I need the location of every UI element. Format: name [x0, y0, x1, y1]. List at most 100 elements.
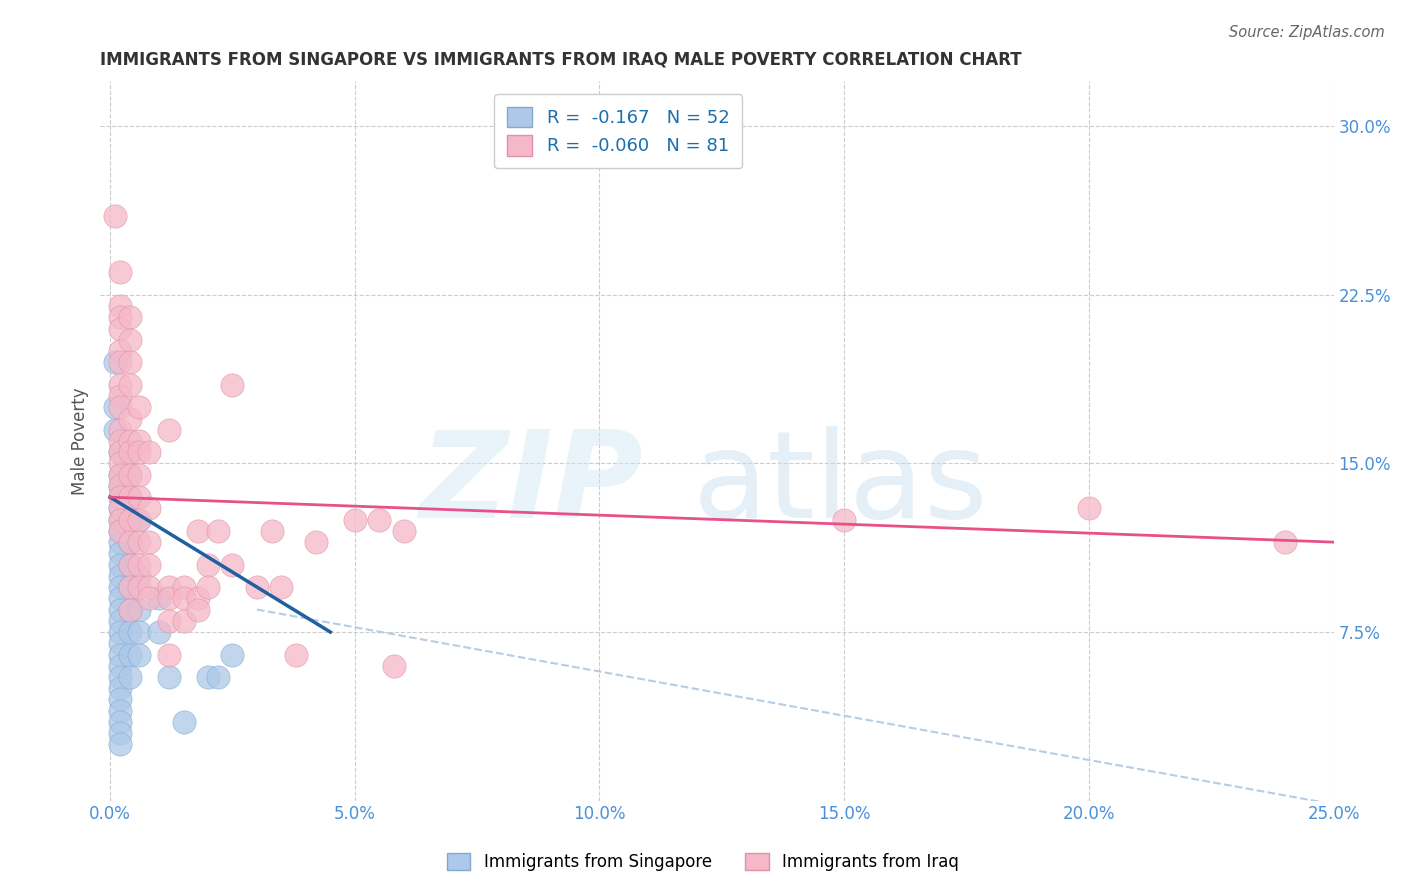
Point [157, 614, 180, 628]
Point [221, 377, 243, 392]
Point [118, 580, 141, 594]
Point [108, 445, 131, 459]
Point [118, 535, 141, 549]
Point [108, 738, 131, 752]
Point [197, 670, 219, 684]
Point [108, 524, 131, 538]
Point [128, 602, 150, 616]
Point [187, 591, 209, 606]
Text: IMMIGRANTS FROM SINGAPORE VS IMMIGRANTS FROM IRAQ MALE POVERTY CORRELATION CHART: IMMIGRANTS FROM SINGAPORE VS IMMIGRANTS … [100, 51, 1022, 69]
Point [108, 513, 131, 527]
Point [108, 490, 131, 504]
Point [118, 467, 141, 482]
Point [118, 580, 141, 594]
Point [118, 333, 141, 347]
Point [128, 401, 150, 415]
Y-axis label: Male Poverty: Male Poverty [72, 387, 89, 495]
Point [118, 558, 141, 572]
Point [138, 580, 160, 594]
Point [108, 569, 131, 583]
Point [108, 692, 131, 706]
Point [108, 524, 131, 538]
Point [187, 602, 209, 616]
Point [104, 423, 127, 437]
Point [128, 569, 150, 583]
Point [343, 513, 366, 527]
Point [128, 625, 150, 640]
Point [138, 591, 160, 606]
Point [108, 423, 131, 437]
Point [118, 602, 141, 616]
Point [108, 714, 131, 729]
Point [108, 535, 131, 549]
Point [207, 670, 229, 684]
Point [108, 490, 131, 504]
Point [108, 389, 131, 403]
Point [1077, 501, 1099, 516]
Point [260, 524, 283, 538]
Point [118, 445, 141, 459]
Point [285, 648, 308, 662]
Point [197, 558, 219, 572]
Point [118, 355, 141, 369]
Point [108, 467, 131, 482]
Point [128, 558, 150, 572]
Point [832, 513, 855, 527]
Point [270, 580, 292, 594]
Point [108, 265, 131, 279]
Point [118, 434, 141, 448]
Point [118, 377, 141, 392]
Point [108, 625, 131, 640]
Point [157, 580, 180, 594]
Point [118, 490, 141, 504]
Point [108, 299, 131, 313]
Point [128, 490, 150, 504]
Point [173, 714, 195, 729]
Point [108, 658, 131, 673]
Point [108, 501, 131, 516]
Point [108, 377, 131, 392]
Point [104, 209, 127, 223]
Point [392, 524, 415, 538]
Point [108, 344, 131, 359]
Point [118, 602, 141, 616]
Point [173, 580, 195, 594]
Point [108, 636, 131, 650]
Point [108, 355, 131, 369]
Point [104, 401, 127, 415]
Point [108, 513, 131, 527]
Point [157, 591, 180, 606]
Point [1274, 535, 1296, 549]
Point [128, 467, 150, 482]
Point [157, 423, 180, 437]
Point [118, 513, 141, 527]
Text: Source: ZipAtlas.com: Source: ZipAtlas.com [1229, 25, 1385, 40]
Point [368, 513, 391, 527]
Point [108, 321, 131, 335]
Point [128, 648, 150, 662]
Point [173, 614, 195, 628]
Legend: R =  -0.167   N = 52, R =  -0.060   N = 81: R = -0.167 N = 52, R = -0.060 N = 81 [495, 94, 742, 169]
Point [108, 501, 131, 516]
Point [118, 670, 141, 684]
Point [108, 479, 131, 493]
Point [118, 558, 141, 572]
Point [108, 681, 131, 696]
Point [138, 501, 160, 516]
Point [221, 558, 243, 572]
Point [128, 535, 150, 549]
Point [128, 513, 150, 527]
Point [128, 434, 150, 448]
Point [118, 490, 141, 504]
Point [118, 467, 141, 482]
Point [108, 457, 131, 471]
Point [197, 580, 219, 594]
Point [138, 445, 160, 459]
Point [157, 648, 180, 662]
Point [108, 614, 131, 628]
Point [148, 591, 170, 606]
Point [108, 467, 131, 482]
Point [221, 648, 243, 662]
Point [118, 535, 141, 549]
Point [108, 602, 131, 616]
